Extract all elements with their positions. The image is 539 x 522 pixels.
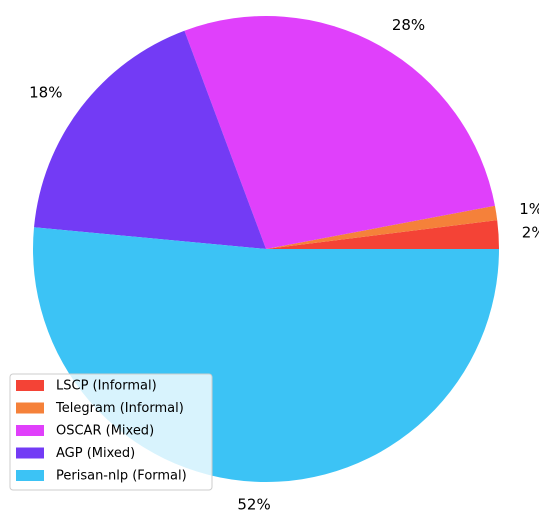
legend: LSCP (Informal) Telegram (Informal) OSCAR … (9, 373, 213, 491)
legend-swatch (16, 402, 44, 414)
legend-label: OSCAR (Mixed) (56, 424, 154, 439)
value-label: 2% (522, 224, 539, 242)
pie-slice (266, 205, 498, 249)
legend-swatch (16, 470, 44, 481)
legend-label: AGP (Mixed) (56, 446, 135, 461)
legend-label: LSCP (Informal) (56, 379, 157, 394)
pie-slice (266, 220, 499, 249)
pie-slice (34, 30, 266, 249)
legend-swatch (16, 380, 44, 391)
value-label: 28% (392, 16, 425, 34)
legend-label: Perisan-nlp (Formal) (56, 469, 187, 484)
legend-label: Telegram (Informal) (55, 401, 184, 416)
value-label: 1% (519, 200, 539, 218)
legend-swatch (16, 425, 44, 436)
legend-swatch (16, 447, 44, 459)
value-label: 52% (237, 496, 270, 514)
pie-slice (184, 16, 495, 250)
value-label: 18% (29, 84, 62, 102)
legend-box (9, 373, 213, 491)
